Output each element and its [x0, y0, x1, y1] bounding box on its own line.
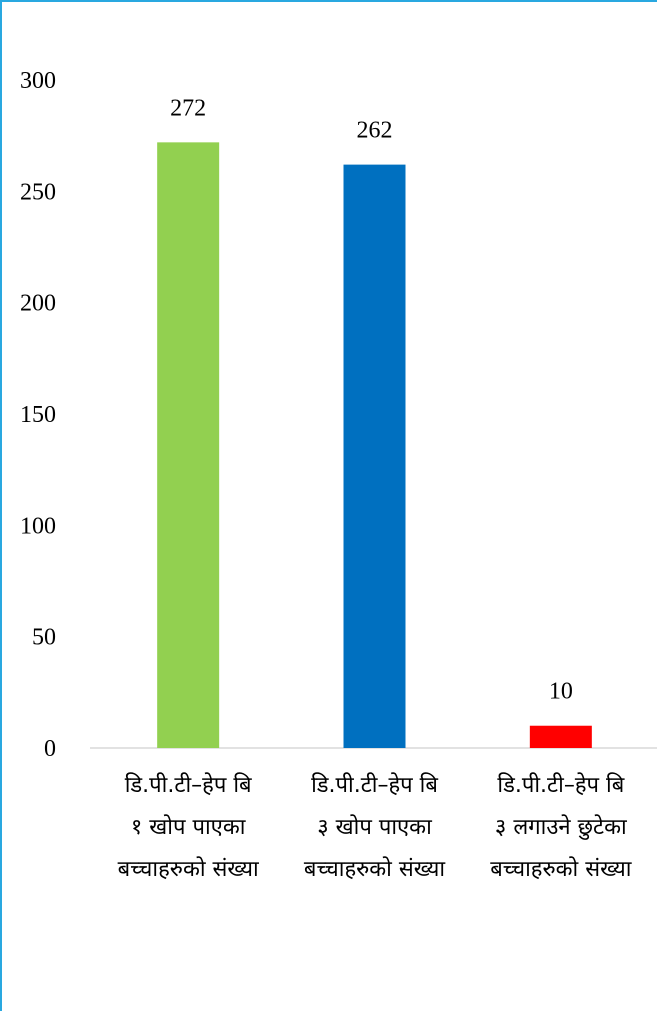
category-labels: डि.पी.टी–हेप बि १ खोप पाएका बच्चाहरुको संख… [118, 772, 632, 882]
y-tick-label: 100 [20, 513, 56, 539]
bar-value-label: 10 [549, 679, 573, 705]
category-label-line: बच्चाहरुको संख्या [118, 856, 259, 882]
y-tick-label: 150 [20, 402, 56, 428]
category-label-line: डि.पी.टी–हेप बि [497, 772, 624, 798]
y-tick-label: 50 [32, 625, 56, 651]
y-tick-label: 300 [20, 68, 56, 94]
category-label-line: बच्चाहरुको संख्या [304, 856, 445, 882]
bar-value-label: 272 [170, 95, 206, 121]
category-label-line: १ खोप पाएका [131, 814, 246, 840]
category-label-line: बच्चाहरुको संख्या [490, 856, 631, 882]
bar [529, 725, 592, 748]
bar-value-label: 262 [357, 118, 393, 144]
category-label-line: डि.पी.टी–हेप बि [125, 772, 252, 798]
y-tick-label: 0 [44, 736, 56, 762]
category-label-line: ३ खोप पाएका [317, 814, 432, 840]
bar [343, 164, 406, 748]
y-axis-ticks: 0 50 100 150 200 250 300 [20, 68, 56, 762]
y-tick-label: 200 [20, 291, 56, 317]
y-tick-label: 250 [20, 179, 56, 205]
category-label-line: ३ लगाउने छुटेका [495, 814, 627, 840]
category-label-line: डि.पी.टी–हेप बि [311, 772, 438, 798]
bar [157, 142, 220, 748]
bars [157, 142, 592, 748]
data-labels: 272 262 10 [170, 95, 573, 704]
